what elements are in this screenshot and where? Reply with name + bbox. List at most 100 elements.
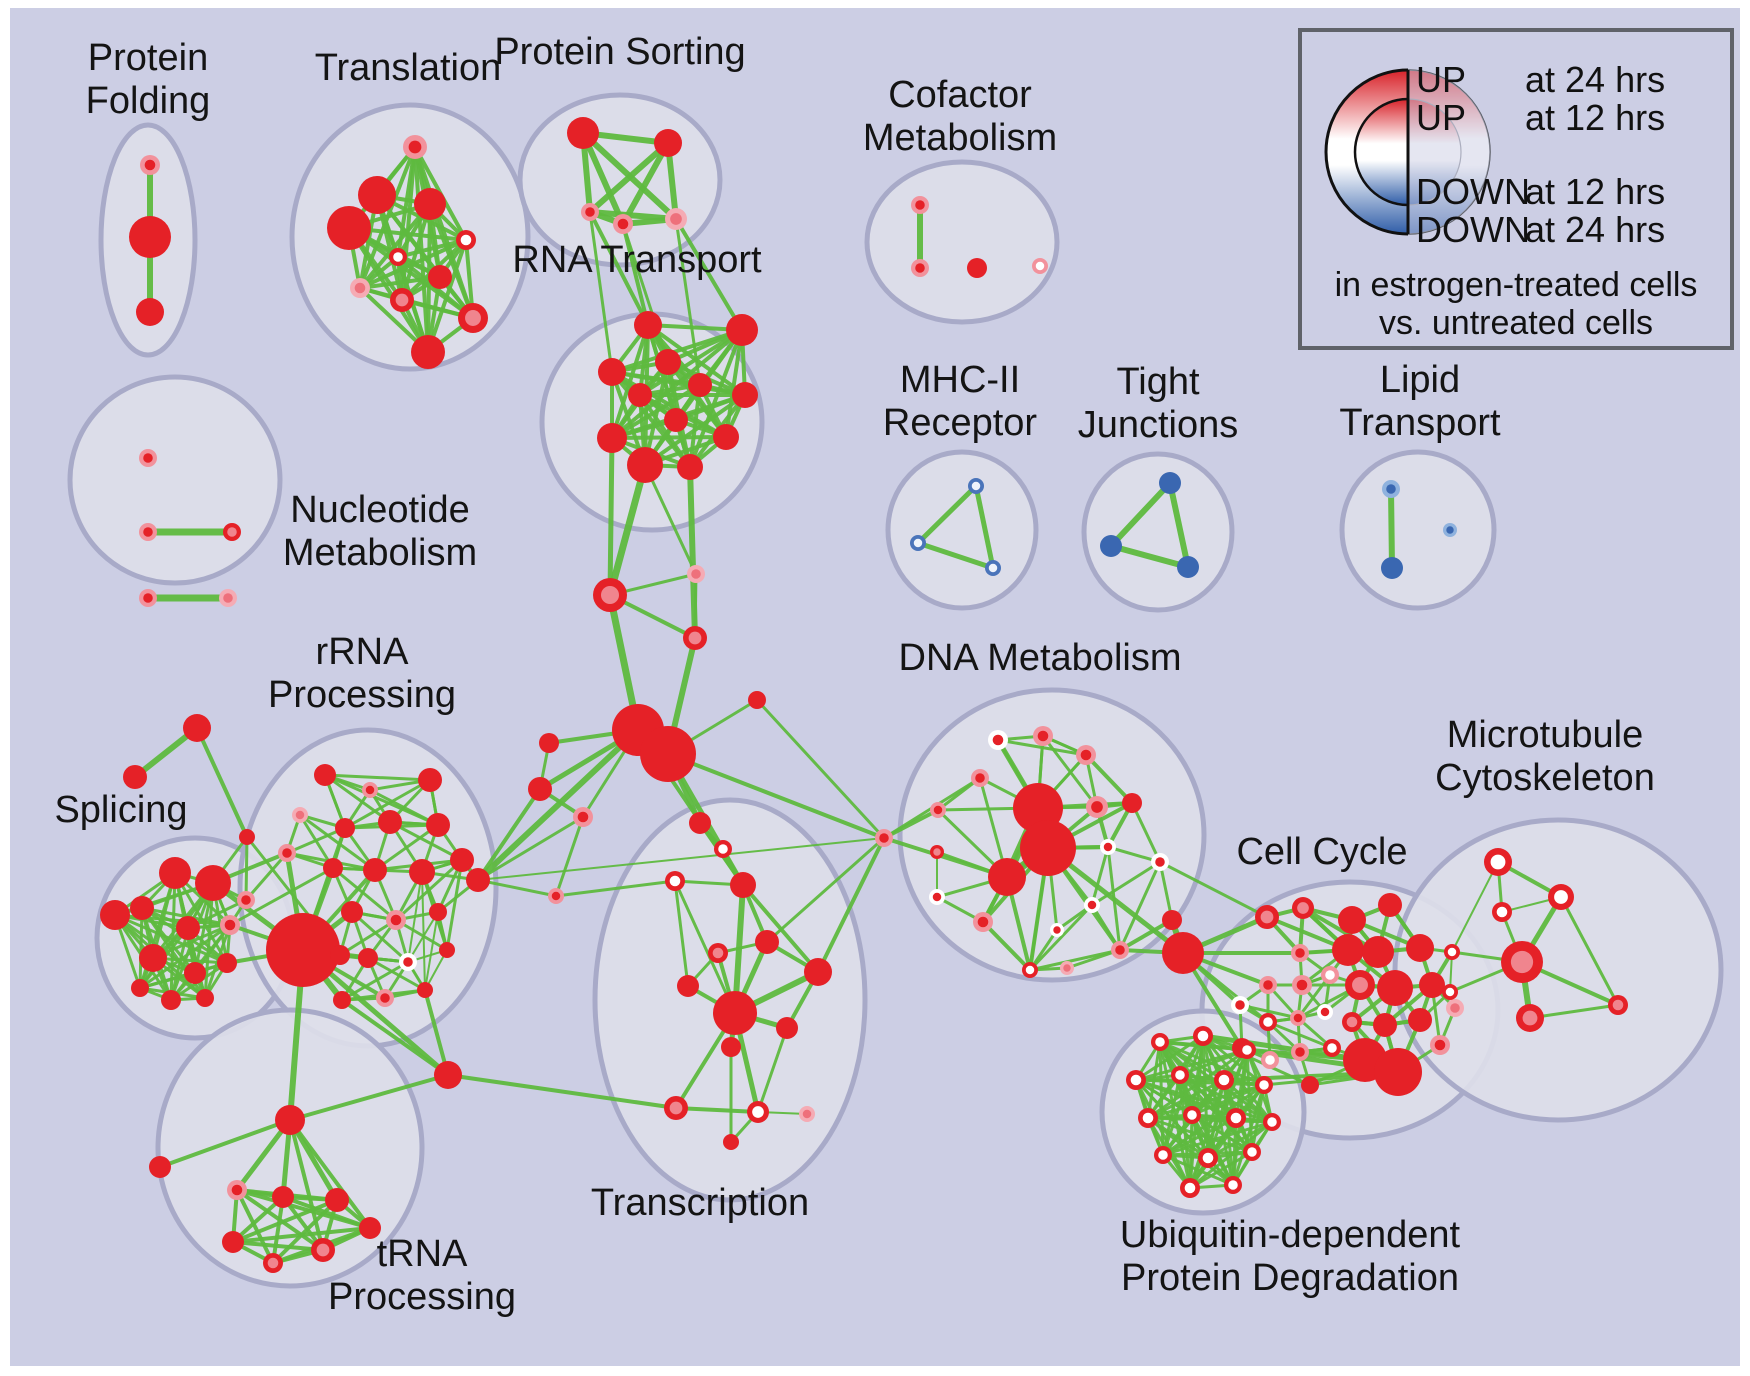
gene-node[interactable] xyxy=(1259,1013,1277,1031)
gene-node[interactable] xyxy=(1430,1035,1450,1055)
gene-node[interactable] xyxy=(973,912,993,932)
gene-node[interactable] xyxy=(655,349,681,375)
gene-node[interactable] xyxy=(911,259,929,277)
gene-node[interactable] xyxy=(1154,1146,1172,1164)
gene-node[interactable] xyxy=(1050,923,1064,937)
gene-node[interactable] xyxy=(403,135,427,159)
gene-node[interactable] xyxy=(330,945,350,965)
gene-node[interactable] xyxy=(747,1101,769,1123)
gene-node[interactable] xyxy=(988,858,1026,896)
gene-node[interactable] xyxy=(1198,1148,1218,1168)
gene-node[interactable] xyxy=(1263,1113,1281,1131)
gene-node[interactable] xyxy=(1224,1176,1242,1194)
gene-node[interactable] xyxy=(593,578,627,612)
gene-node[interactable] xyxy=(539,733,559,753)
gene-node[interactable] xyxy=(654,129,682,157)
gene-node[interactable] xyxy=(1193,1026,1213,1046)
gene-node[interactable] xyxy=(1183,1106,1201,1124)
gene-node[interactable] xyxy=(335,818,355,838)
gene-node[interactable] xyxy=(1162,932,1204,974)
gene-node[interactable] xyxy=(1373,1013,1397,1037)
gene-node[interactable] xyxy=(1076,745,1096,765)
gene-node[interactable] xyxy=(708,943,728,963)
gene-node[interactable] xyxy=(799,1106,815,1122)
gene-node[interactable] xyxy=(411,335,445,369)
gene-node[interactable] xyxy=(456,230,476,250)
gene-node[interactable] xyxy=(1243,1143,1261,1161)
gene-node[interactable] xyxy=(1406,934,1434,962)
gene-node[interactable] xyxy=(1122,793,1142,813)
gene-node[interactable] xyxy=(386,910,406,930)
gene-node[interactable] xyxy=(136,298,164,326)
gene-node[interactable] xyxy=(278,844,296,862)
gene-node[interactable] xyxy=(634,311,662,339)
gene-node[interactable] xyxy=(1291,1043,1309,1061)
gene-node[interactable] xyxy=(376,989,394,1007)
gene-node[interactable] xyxy=(1342,1012,1362,1032)
gene-node[interactable] xyxy=(968,478,984,494)
gene-node[interactable] xyxy=(149,1156,171,1178)
gene-node[interactable] xyxy=(263,1253,283,1273)
gene-node[interactable] xyxy=(1290,1010,1306,1026)
gene-node[interactable] xyxy=(664,1096,688,1120)
gene-node[interactable] xyxy=(429,903,447,921)
gene-node[interactable] xyxy=(1323,1039,1341,1057)
gene-node[interactable] xyxy=(567,117,599,149)
gene-node[interactable] xyxy=(390,288,414,312)
gene-node[interactable] xyxy=(1292,897,1314,919)
gene-node[interactable] xyxy=(219,589,237,607)
gene-node[interactable] xyxy=(139,523,157,541)
gene-node[interactable] xyxy=(272,1186,294,1208)
gene-node[interactable] xyxy=(1301,1076,1319,1094)
gene-node[interactable] xyxy=(378,810,402,834)
gene-node[interactable] xyxy=(417,982,433,998)
gene-node[interactable] xyxy=(665,871,685,891)
gene-node[interactable] xyxy=(1292,975,1312,995)
gene-node[interactable] xyxy=(1516,1004,1544,1032)
gene-node[interactable] xyxy=(1492,902,1512,922)
gene-node[interactable] xyxy=(275,1105,305,1135)
gene-node[interactable] xyxy=(971,769,989,787)
gene-node[interactable] xyxy=(1501,941,1543,983)
gene-node[interactable] xyxy=(1362,936,1394,968)
gene-node[interactable] xyxy=(237,891,255,909)
gene-node[interactable] xyxy=(363,858,387,882)
gene-node[interactable] xyxy=(358,176,396,214)
gene-node[interactable] xyxy=(139,449,157,467)
gene-node[interactable] xyxy=(223,523,241,541)
gene-node[interactable] xyxy=(217,953,237,973)
gene-node[interactable] xyxy=(598,358,626,386)
gene-node[interactable] xyxy=(776,1017,798,1039)
gene-node[interactable] xyxy=(350,278,370,298)
gene-node[interactable] xyxy=(1226,1108,1246,1128)
gene-node[interactable] xyxy=(581,203,599,221)
gene-node[interactable] xyxy=(875,829,893,847)
gene-node[interactable] xyxy=(1255,905,1279,929)
gene-node[interactable] xyxy=(325,1188,349,1212)
gene-node[interactable] xyxy=(1086,796,1108,818)
gene-node[interactable] xyxy=(341,901,363,923)
gene-node[interactable] xyxy=(1159,472,1181,494)
gene-node[interactable] xyxy=(196,989,214,1007)
gene-node[interactable] xyxy=(687,565,705,583)
gene-node[interactable] xyxy=(100,900,130,930)
gene-node[interactable] xyxy=(1032,258,1048,274)
gene-node[interactable] xyxy=(911,196,929,214)
gene-node[interactable] xyxy=(1374,1048,1422,1096)
gene-node[interactable] xyxy=(266,913,340,987)
gene-node[interactable] xyxy=(730,872,756,898)
gene-node[interactable] xyxy=(664,408,688,432)
gene-node[interactable] xyxy=(985,560,1001,576)
gene-node[interactable] xyxy=(613,214,633,234)
gene-node[interactable] xyxy=(677,975,699,997)
gene-node[interactable] xyxy=(323,858,343,878)
gene-node[interactable] xyxy=(292,807,308,823)
gene-node[interactable] xyxy=(628,383,652,407)
gene-node[interactable] xyxy=(804,958,832,986)
gene-node[interactable] xyxy=(1022,962,1038,978)
gene-node[interactable] xyxy=(1377,970,1413,1006)
gene-node[interactable] xyxy=(1020,820,1076,876)
gene-node[interactable] xyxy=(129,216,171,258)
gene-node[interactable] xyxy=(1345,970,1375,1000)
gene-node[interactable] xyxy=(428,265,452,289)
